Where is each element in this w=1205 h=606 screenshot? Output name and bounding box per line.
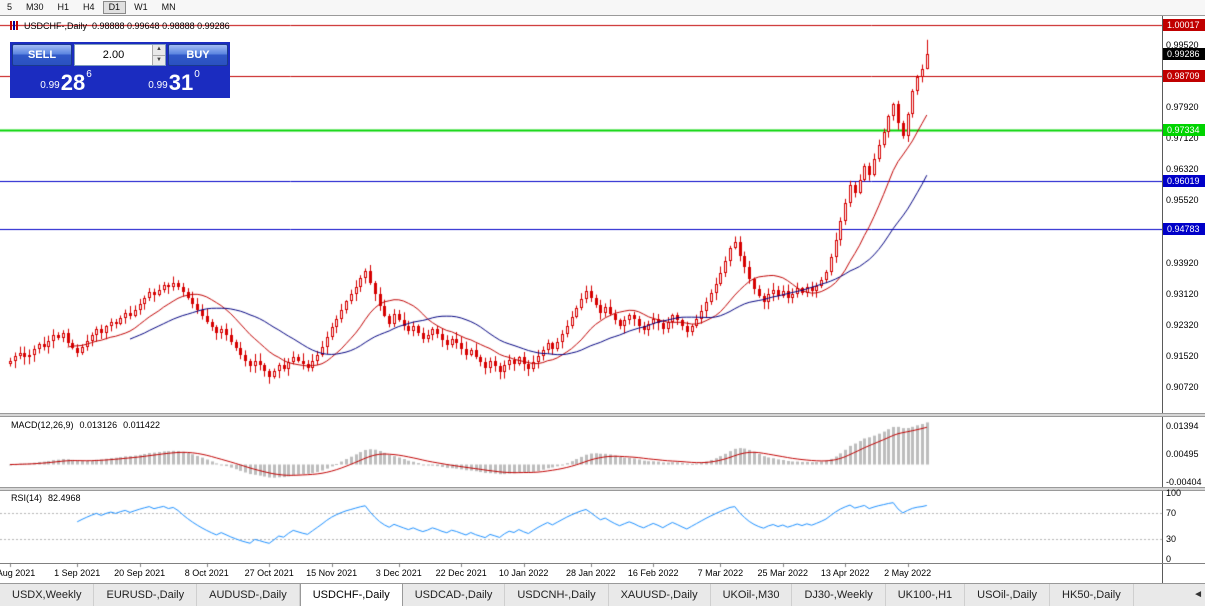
time-axis-label: 8 Oct 2021 xyxy=(184,568,229,578)
time-axis-label: 7 Mar 2022 xyxy=(697,568,744,578)
rsi-indicator-label: RSI(14) 82.4968 xyxy=(11,493,81,503)
panel-separator-macd[interactable] xyxy=(0,413,1205,417)
buy-price: 0.99 31 0 xyxy=(120,66,228,96)
tab-scroll-left-icon[interactable]: ◄ xyxy=(1193,589,1203,600)
time-axis-label: 3 Dec 2021 xyxy=(375,568,422,578)
sell-price-big: 28 xyxy=(60,70,86,95)
tab-usdcad-daily[interactable]: USDCAD-,Daily xyxy=(402,584,506,606)
rsi-value: 82.4968 xyxy=(48,493,81,503)
price-tick-label: 0.92320 xyxy=(1166,319,1199,330)
time-axis-label: 1 Sep 2021 xyxy=(54,568,101,578)
tab-usoil-daily[interactable]: USOil-,Daily xyxy=(965,584,1051,606)
line-price-box: 0.96019 xyxy=(1163,174,1205,187)
macd-name: MACD(12,26,9) xyxy=(11,420,74,430)
price-tick-label: 0.93920 xyxy=(1166,257,1199,268)
rsi-axis-label: 70 xyxy=(1166,507,1177,518)
rsi-axis-label: 0 xyxy=(1166,554,1172,564)
ohlc-values: 0.98888 0.99648 0.98888 0.99286 xyxy=(92,20,230,31)
sell-price: 0.99 28 6 xyxy=(12,66,120,96)
macd-axis-label: -0.00404 xyxy=(1166,477,1202,487)
panel-separator-rsi[interactable] xyxy=(0,487,1205,491)
time-axis-label: 16 Feb 2022 xyxy=(627,568,679,578)
price-tick-label: 0.97920 xyxy=(1166,101,1199,112)
line-price-box: 0.94783 xyxy=(1163,222,1205,235)
time-axis-label: 2 May 2022 xyxy=(884,568,932,578)
line-price-box: 0.98709 xyxy=(1163,70,1205,83)
time-axis-label: 20 Sep 2021 xyxy=(114,568,166,578)
tab-ukoil-m30[interactable]: UKOil-,M30 xyxy=(710,584,793,606)
tab-usdx-weekly[interactable]: USDX,Weekly xyxy=(0,584,95,606)
tab-uk100-h1[interactable]: UK100-,H1 xyxy=(885,584,966,606)
volume-control: 2.00 ▲ ▼ xyxy=(74,44,166,66)
buy-price-big: 31 xyxy=(168,70,194,95)
time-axis[interactable] xyxy=(0,563,1205,584)
tab-dj30-weekly[interactable]: DJ30-,Weekly xyxy=(792,584,886,606)
price-tick-label: 0.93120 xyxy=(1166,288,1199,299)
rsi-axis-label: 100 xyxy=(1166,488,1182,498)
volume-input[interactable]: 2.00 xyxy=(102,49,125,61)
time-axis-label: 25 Mar 2022 xyxy=(757,568,809,578)
one-click-trading-panel: SELL 2.00 ▲ ▼ BUY 0.99 28 6 0.99 31 0 xyxy=(10,42,230,98)
line-price-box: 1.00017 xyxy=(1163,19,1205,32)
buy-button[interactable]: BUY xyxy=(168,44,228,66)
buy-price-prefix: 0.99 xyxy=(148,80,168,91)
sell-price-prefix: 0.99 xyxy=(40,80,60,91)
price-tick-label: 0.90720 xyxy=(1166,381,1199,392)
price-tick-label: 0.95520 xyxy=(1166,195,1199,206)
tab-audusd-daily[interactable]: AUDUSD-,Daily xyxy=(197,584,300,606)
timeframe-button-d1[interactable]: D1 xyxy=(102,1,127,14)
macd-axis-label: 0.00495 xyxy=(1166,449,1199,459)
tab-usdchf-daily[interactable]: USDCHF-,Daily xyxy=(299,584,403,606)
symbol-chart-icon xyxy=(10,21,19,30)
timeframe-toolbar: 5 M30 H1 H4 D1 W1 MN xyxy=(0,0,1205,16)
buy-price-pip: 0 xyxy=(194,69,200,80)
time-axis-label: 13 Aug 2021 xyxy=(0,568,36,578)
tab-eurusd-daily[interactable]: EURUSD-,Daily xyxy=(94,584,198,606)
macd-value-main: 0.013126 xyxy=(79,420,118,430)
price-tick-label: 0.97120 xyxy=(1166,133,1199,144)
timeframe-button-w1[interactable]: W1 xyxy=(134,2,148,12)
volume-spinner: ▲ ▼ xyxy=(152,45,165,65)
macd-value-signal: 0.011422 xyxy=(123,420,160,430)
sell-price-pip: 6 xyxy=(86,69,92,80)
price-tick-label: 0.96320 xyxy=(1166,164,1199,175)
macd-axis-label: 0.01394 xyxy=(1166,421,1199,431)
time-axis-label: 10 Jan 2022 xyxy=(498,568,549,578)
sell-button[interactable]: SELL xyxy=(12,44,72,66)
rsi-name: RSI(14) xyxy=(11,493,43,503)
chart-tabs-bar: USDX,Weekly EURUSD-,Daily AUDUSD-,Daily USD… xyxy=(0,583,1205,606)
timeframe-button-mn[interactable]: MN xyxy=(161,2,176,12)
timeframe-button-m30[interactable]: M30 xyxy=(26,2,44,12)
price-tick-label: 0.91520 xyxy=(1166,350,1199,361)
chart-title: USDCHF-,Daily 0.98888 0.99648 0.98888 0.… xyxy=(10,20,230,31)
time-axis-label: 28 Jan 2022 xyxy=(566,568,616,578)
time-axis-label: 13 Apr 2022 xyxy=(820,568,870,578)
volume-up-icon[interactable]: ▲ xyxy=(153,45,165,56)
volume-down-icon[interactable]: ▼ xyxy=(153,55,165,65)
current-price-box: 0.99286 xyxy=(1163,47,1205,60)
time-axis-label: 22 Dec 2021 xyxy=(435,568,487,578)
tab-hk50-daily[interactable]: HK50-,Daily xyxy=(1050,584,1134,606)
time-axis-label: 15 Nov 2021 xyxy=(306,568,358,578)
macd-indicator-label: MACD(12,26,9) 0.013126 0.011422 xyxy=(11,420,160,430)
timeframe-button-5[interactable]: 5 xyxy=(7,2,13,12)
timeframe-button-h4[interactable]: H4 xyxy=(83,2,95,12)
tab-xauusd-daily[interactable]: XAUUSD-,Daily xyxy=(608,584,711,606)
chart-canvas[interactable] xyxy=(0,16,1205,583)
symbol-label: USDCHF-,Daily xyxy=(24,20,87,31)
time-axis-label: 27 Oct 2021 xyxy=(244,568,294,578)
line-price-box: 0.97334 xyxy=(1163,123,1205,136)
timeframe-button-h1[interactable]: H1 xyxy=(57,2,70,12)
tab-usdcnh-daily[interactable]: USDCNH-,Daily xyxy=(505,584,609,606)
rsi-axis-label: 30 xyxy=(1166,534,1177,545)
price-tick-label: 0.99520 xyxy=(1166,39,1199,50)
